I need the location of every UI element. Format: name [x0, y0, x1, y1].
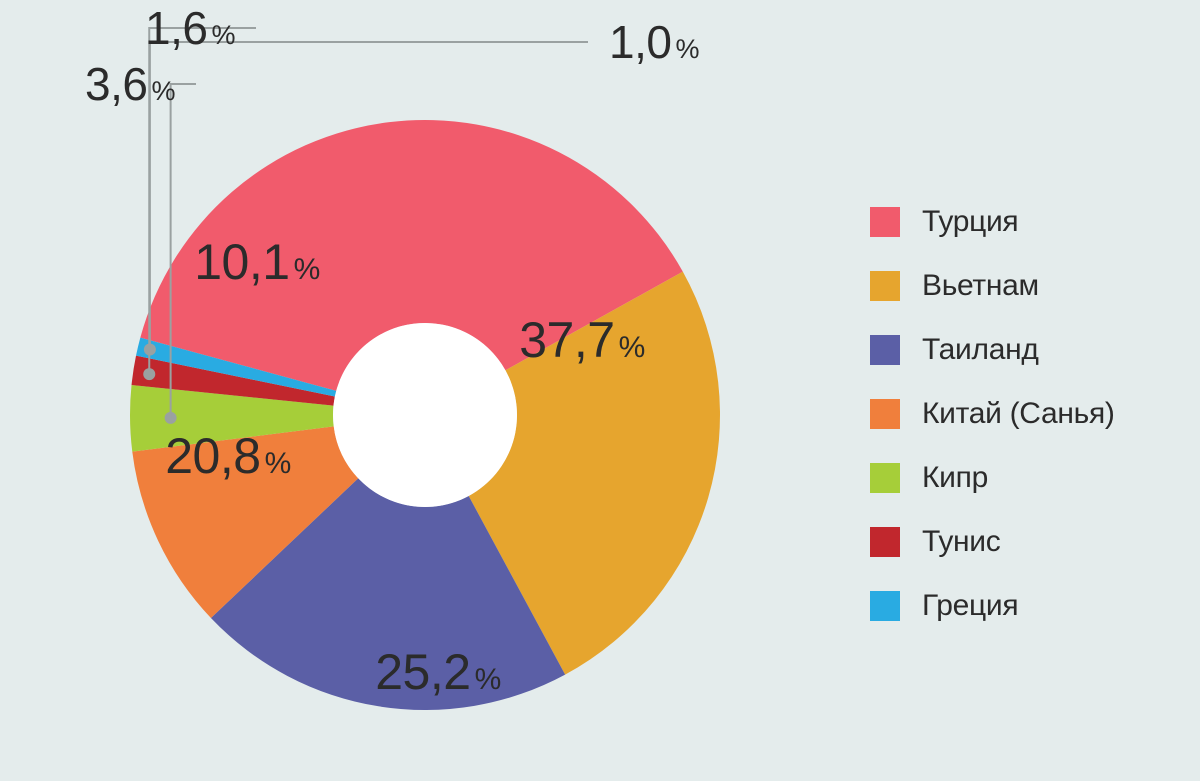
value-label-greece: 1,0%: [609, 15, 699, 69]
legend-swatch-china: [870, 399, 900, 429]
legend-item-turkey: Турция: [870, 190, 1115, 254]
legend-label-china: Китай (Санья): [922, 397, 1115, 431]
legend-item-vietnam: Вьетнам: [870, 254, 1115, 318]
legend-swatch-vietnam: [870, 271, 900, 301]
value-label-cyprus: 3,6%: [85, 57, 175, 111]
legend-item-thailand: Таиланд: [870, 318, 1115, 382]
percent-sign: %: [619, 331, 645, 364]
legend-label-thailand: Таиланд: [922, 333, 1039, 367]
percent-sign: %: [675, 34, 699, 64]
legend-swatch-cyprus: [870, 463, 900, 493]
value-label-turkey: 37,7%: [519, 311, 645, 369]
value-number-turkey: 37,7: [519, 312, 614, 368]
percent-sign: %: [475, 663, 501, 696]
value-number-cyprus: 3,6: [85, 58, 147, 110]
percent-sign: %: [265, 447, 291, 480]
legend-item-china: Китай (Санья): [870, 382, 1115, 446]
value-label-vietnam: 25,2%: [375, 643, 501, 701]
legend-swatch-tunisia: [870, 527, 900, 557]
legend-label-tunisia: Тунис: [922, 525, 1000, 559]
value-number-china: 10,1: [194, 234, 289, 290]
percent-sign: %: [211, 20, 235, 50]
chart-stage: 37,7%25,2%20,8%10,1%3,6%1,6%1,0% ТурцияВ…: [0, 0, 1200, 781]
value-number-vietnam: 25,2: [375, 644, 470, 700]
legend-item-tunisia: Тунис: [870, 510, 1115, 574]
legend-swatch-thailand: [870, 335, 900, 365]
donut-hole: [333, 323, 517, 507]
percent-sign: %: [151, 76, 175, 106]
value-number-tunisia: 1,6: [145, 2, 207, 54]
percent-sign: %: [294, 253, 320, 286]
legend-label-greece: Греция: [922, 589, 1018, 623]
value-label-thailand: 20,8%: [165, 427, 291, 485]
value-label-china: 10,1%: [194, 233, 320, 291]
legend: Турция Вьетнам Таиланд Китай (Санья) Кипр Тун…: [870, 190, 1115, 638]
legend-swatch-greece: [870, 591, 900, 621]
legend-label-turkey: Турция: [922, 205, 1018, 239]
value-label-tunisia: 1,6%: [145, 1, 235, 55]
legend-item-greece: Греция: [870, 574, 1115, 638]
value-number-thailand: 20,8: [165, 428, 260, 484]
legend-label-vietnam: Вьетнам: [922, 269, 1039, 303]
legend-label-cyprus: Кипр: [922, 461, 988, 495]
legend-item-cyprus: Кипр: [870, 446, 1115, 510]
legend-swatch-turkey: [870, 207, 900, 237]
value-number-greece: 1,0: [609, 16, 671, 68]
